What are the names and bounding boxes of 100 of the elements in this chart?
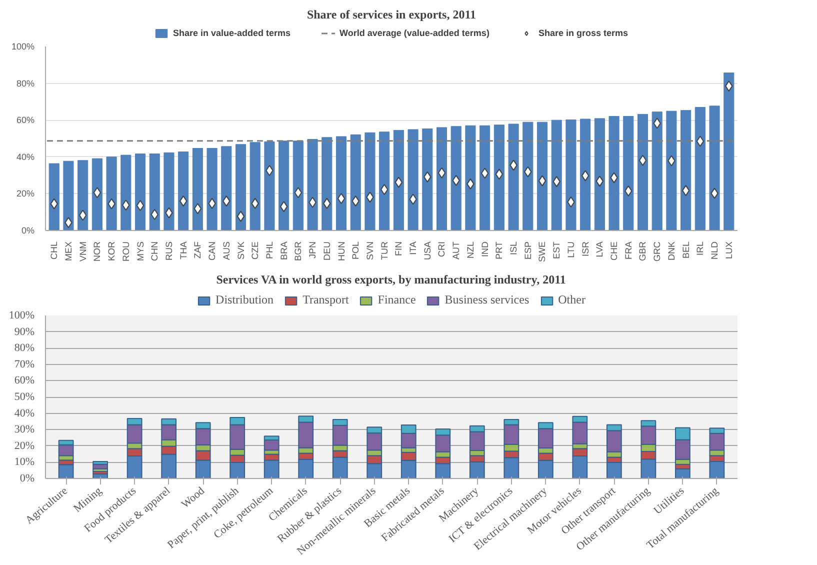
bar	[580, 118, 591, 230]
x-tick-label: FRA	[623, 242, 634, 260]
x-tick-label: NZL	[465, 241, 476, 258]
y-tick-label: 0%	[20, 472, 35, 484]
bar	[680, 110, 692, 230]
y-tick-label: 70%	[14, 358, 35, 370]
y-tick-label: 60%	[14, 374, 35, 387]
y-tick-label: 30%	[14, 424, 35, 436]
bar	[336, 136, 347, 230]
y-tick-label: 10%	[14, 456, 35, 468]
bar	[221, 146, 232, 230]
y-tick-label: 40%	[16, 152, 34, 162]
legend-label: Transport	[302, 292, 349, 308]
x-tick-label: ZAF	[192, 241, 203, 258]
x-tick-label: SVK	[236, 241, 246, 260]
bar	[536, 122, 548, 230]
bar	[120, 154, 132, 230]
x-tick-label: RUS	[164, 241, 174, 260]
legend-label: Share in value-added terms	[173, 28, 291, 38]
x-tick-label: TUR	[379, 241, 390, 260]
x-tick-label: SWE	[537, 241, 548, 262]
bar	[364, 132, 376, 230]
bar	[465, 125, 476, 230]
point	[480, 168, 489, 179]
x-tick-label: CHE	[609, 241, 620, 260]
x-tick-label: ISR	[580, 241, 590, 257]
bar	[106, 156, 117, 230]
y-tick-label: 0%	[21, 226, 35, 236]
bar	[164, 152, 174, 230]
x-tick-label: AUT	[451, 241, 462, 260]
point	[337, 192, 346, 204]
x-tick-label: AUS	[221, 241, 232, 260]
bar	[235, 144, 246, 230]
x-tick-label: KOR	[106, 241, 117, 262]
legend-label: Other	[558, 292, 586, 308]
bar	[508, 124, 519, 230]
point	[78, 210, 87, 221]
bar	[278, 140, 290, 230]
point	[380, 184, 388, 195]
bar	[379, 132, 390, 230]
bar	[322, 137, 332, 230]
legend-label: Distribution	[216, 292, 274, 308]
bar	[551, 120, 562, 230]
x-tick-label: IND	[480, 241, 490, 257]
bar	[250, 142, 260, 230]
bar	[652, 112, 662, 230]
y-tick-label: 20%	[14, 440, 35, 452]
bar	[522, 122, 534, 230]
point	[538, 175, 546, 186]
y-tick-label: 50%	[14, 391, 35, 403]
bar	[393, 130, 404, 230]
bar	[292, 140, 304, 230]
x-tick-label: DNK	[666, 241, 676, 260]
y-tick-label: 100%	[8, 310, 35, 322]
bar	[422, 128, 433, 230]
x-tick-label: CAN	[207, 241, 218, 260]
y-tick-label: 90%	[14, 326, 35, 338]
x-tick-label: CHL	[49, 241, 60, 260]
point	[280, 201, 288, 212]
y-tick-label: 100%	[11, 42, 35, 52]
legend-label: World average (value-added terms)	[340, 28, 490, 38]
point	[179, 196, 188, 207]
x-tick-label: JPN	[308, 241, 318, 258]
x-tick-label: CHN	[150, 242, 160, 261]
x-tick-label: ITA	[408, 241, 418, 255]
legend-label: Finance	[378, 292, 416, 308]
x-tick-label: NOR	[92, 241, 102, 262]
bar	[566, 119, 576, 230]
x-tick-label: IRL	[695, 241, 706, 256]
x-tick-label: VNM	[78, 242, 88, 262]
x-tick-label: LVA	[594, 241, 605, 258]
x-tick-label: LUX	[724, 241, 734, 260]
bar	[134, 154, 146, 230]
bar	[608, 116, 620, 230]
y-tick-label: 80%	[16, 78, 34, 88]
bar	[694, 106, 706, 230]
bar	[264, 440, 280, 451]
x-tick-label: DEU	[322, 241, 332, 260]
x-tick-label: EST	[552, 241, 562, 260]
bar	[623, 116, 634, 230]
x-tick-label: NLD	[710, 241, 720, 260]
x-tick-label: GRC	[652, 241, 662, 262]
point	[581, 170, 590, 182]
bar	[480, 125, 490, 230]
x-tick-label: MYS	[135, 241, 146, 262]
point	[682, 185, 690, 196]
point	[438, 167, 446, 178]
bar	[78, 160, 88, 230]
bar	[408, 129, 418, 230]
y-tick-label: 80%	[14, 342, 35, 354]
bar	[666, 110, 677, 230]
point	[596, 176, 604, 187]
bar	[494, 124, 504, 230]
x-tick-label: MEX	[63, 241, 74, 262]
point	[93, 187, 102, 198]
x-tick-label: THA	[178, 242, 188, 260]
bar	[206, 148, 218, 230]
point	[136, 200, 144, 211]
x-tick-label: BGR	[293, 241, 304, 262]
y-tick-label: 40%	[14, 407, 35, 420]
